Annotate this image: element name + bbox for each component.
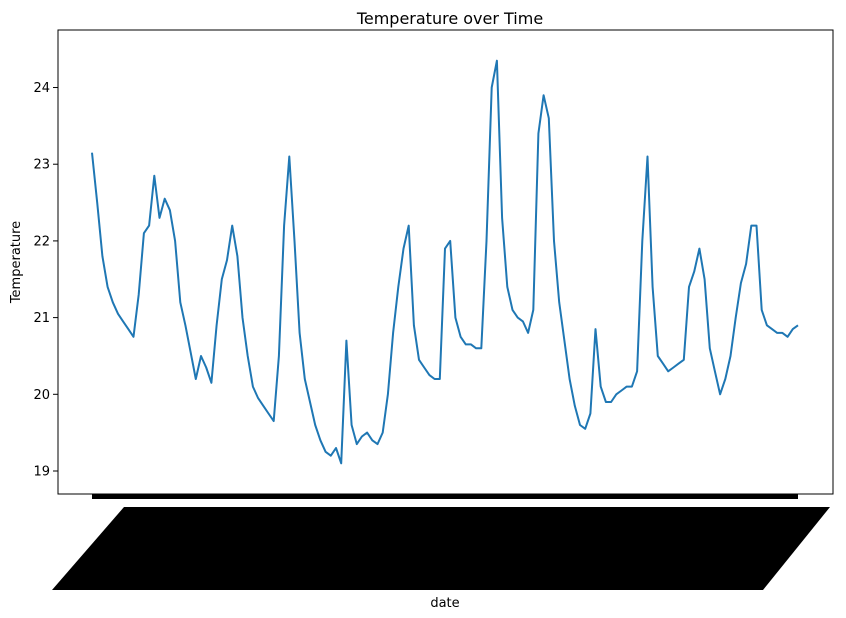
y-tick-label: 19 bbox=[33, 464, 50, 479]
y-tick-label: 23 bbox=[33, 158, 50, 173]
x-axis-ticks bbox=[52, 494, 830, 590]
x-tick-labels-dense bbox=[52, 507, 830, 590]
y-tick-label: 24 bbox=[33, 81, 50, 96]
x-axis-label: date bbox=[430, 596, 459, 611]
series-line bbox=[91, 59, 799, 465]
y-tick-label: 21 bbox=[33, 311, 50, 326]
x-tick-marks-dense bbox=[92, 494, 798, 499]
plot-area bbox=[91, 59, 799, 465]
y-axis-label: Temperature bbox=[9, 221, 24, 304]
y-tick-label: 20 bbox=[33, 388, 50, 403]
y-axis-ticks: 19 20 21 22 23 24 bbox=[33, 81, 58, 479]
chart-title: Temperature over Time bbox=[356, 9, 543, 28]
y-tick-label: 22 bbox=[33, 234, 50, 249]
